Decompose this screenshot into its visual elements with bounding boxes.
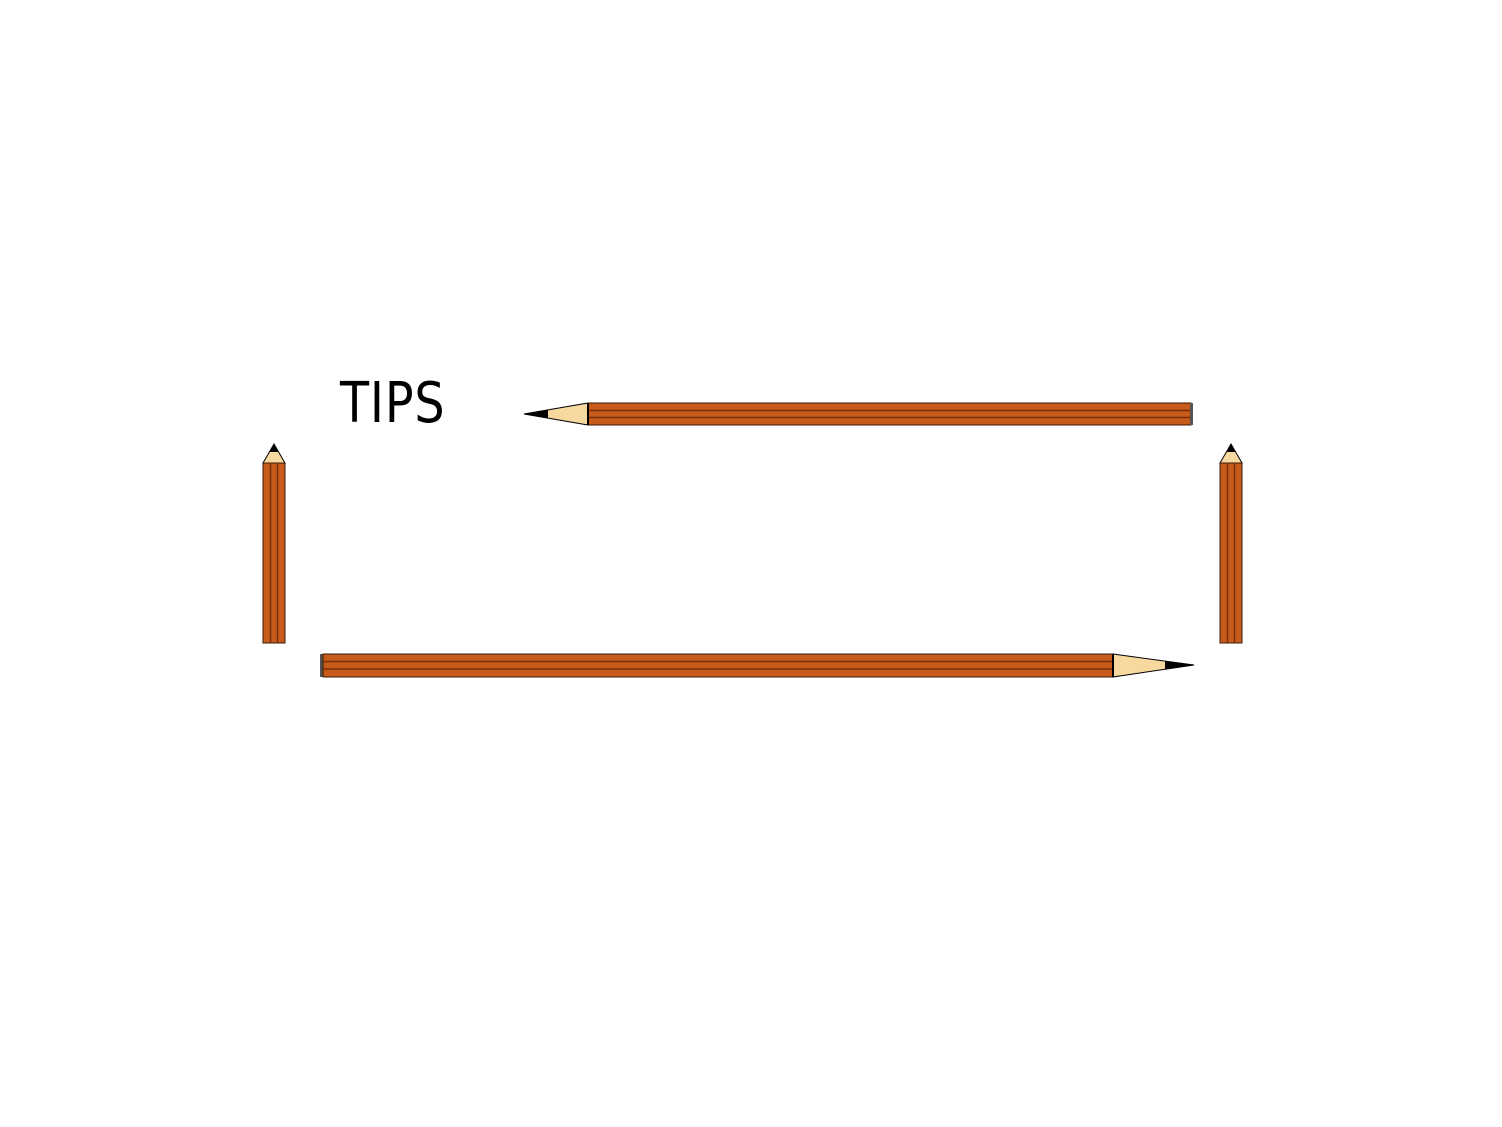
slide-title: TIPS xyxy=(340,371,446,436)
right-vertical-pencil-icon xyxy=(1219,443,1243,644)
left-vertical-pencil-icon xyxy=(262,443,286,644)
top-horizontal-pencil-icon xyxy=(523,402,1193,426)
bottom-horizontal-pencil-icon xyxy=(320,653,1195,678)
